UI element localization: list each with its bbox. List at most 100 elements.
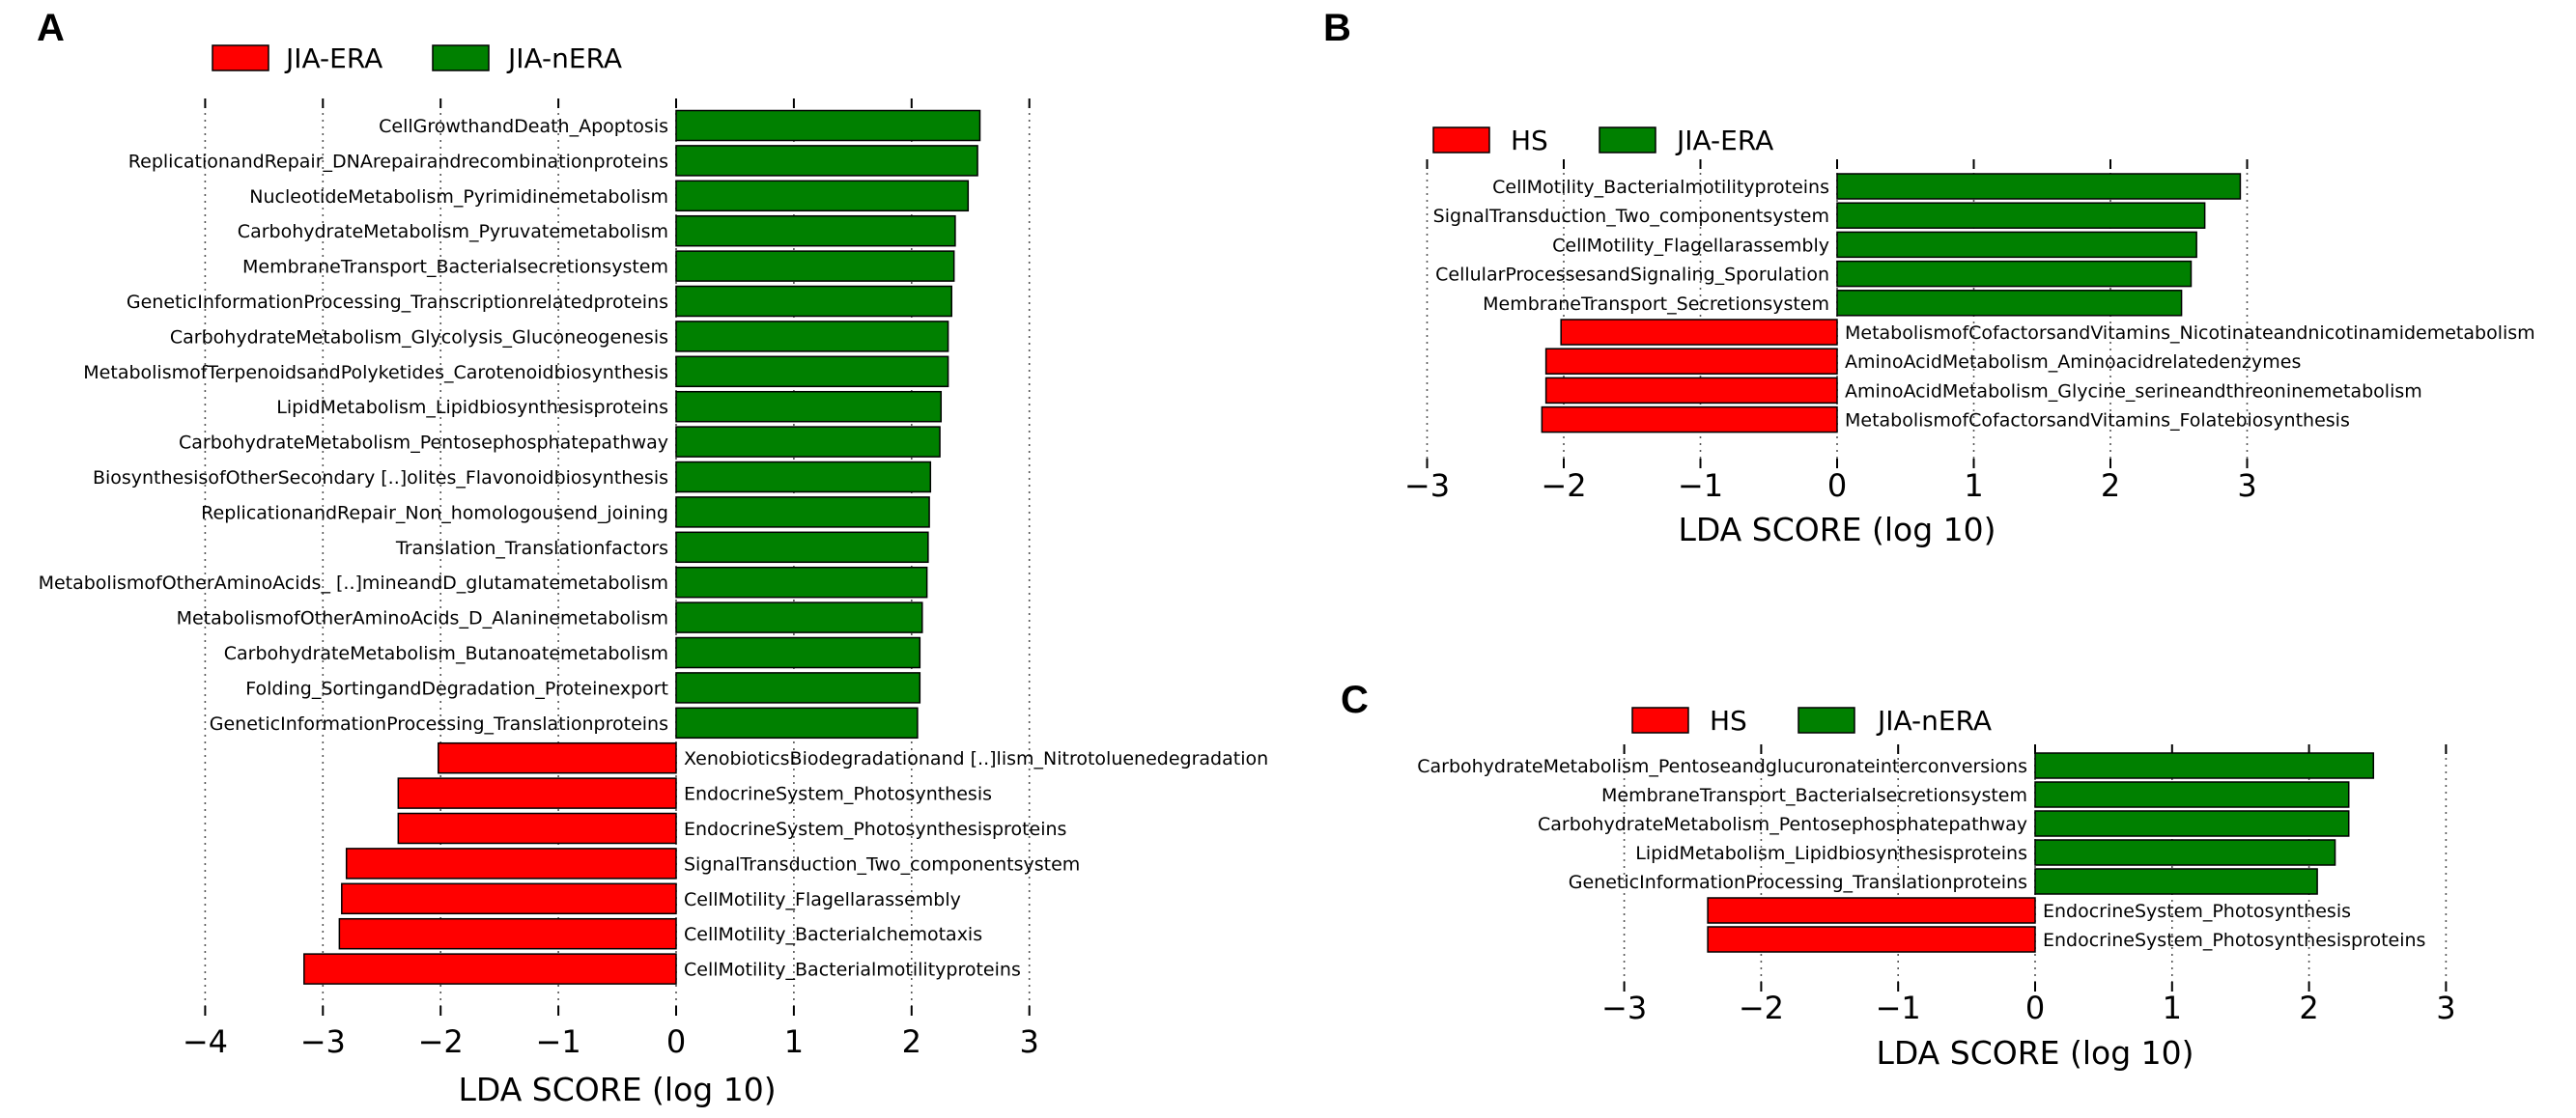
- panel-a-bar: [438, 741, 677, 774]
- panel-c-legend-swatch: [1798, 707, 1855, 734]
- panel-a-bar-label: XenobioticsBiodegradationand [..]lism_Ni…: [684, 748, 1268, 769]
- panel-b-tick-label: 2: [2101, 467, 2120, 504]
- panel-c-bar: [2034, 839, 2336, 866]
- panel-b-x-axis-title: LDA SCORE (log 10): [1678, 511, 1996, 548]
- panel-a-bar-label: CarbohydrateMetabolism_Pyruvatemetabolis…: [238, 221, 668, 242]
- panel-c-bar-label: CarbohydrateMetabolism_Pentosephosphatep…: [1538, 814, 2027, 835]
- panel-b-bar-label: SignalTransduction_Two_componentsystem: [1433, 206, 1829, 227]
- panel-a-bar: [675, 496, 930, 528]
- panel-b-tick-label: −1: [1678, 467, 1723, 504]
- panel-a-bar: [675, 390, 943, 423]
- panel-c-tick-label: −1: [1876, 990, 1921, 1026]
- panel-b-bar-label: CellMotility_Bacterialmotilityproteins: [1492, 177, 1829, 198]
- panel-a-bar: [338, 917, 677, 950]
- panel-a-bar: [397, 777, 677, 809]
- panel-c-bar: [2034, 781, 2350, 808]
- panel-b-bar-label: MetabolismofCofactorsandVitamins_Nicotin…: [1845, 322, 2535, 344]
- panel-c-legend-label: JIA-nERA: [1876, 705, 1992, 737]
- panel-b-bar: [1836, 290, 2183, 317]
- panel-b-chart: B CellMotility_Bacterialmotilityproteins…: [1323, 7, 2535, 548]
- panel-a-bar: [675, 214, 956, 247]
- panel-a-bar-label: NucleotideMetabolism_Pyrimidinemetabolis…: [249, 186, 668, 208]
- panel-a-bar-label: CarbohydrateMetabolism_Glycolysis_Glucon…: [170, 326, 668, 348]
- panel-c-tick-label: 3: [2436, 990, 2455, 1026]
- panel-b-bar: [1836, 202, 2206, 229]
- panel-a-bar-label: CellMotility_Bacterialmotilityproteins: [684, 960, 1021, 981]
- panel-c-tick-label: −2: [1739, 990, 1784, 1026]
- panel-c-bar: [2034, 868, 2318, 895]
- panel-b-bar: [1541, 405, 1838, 433]
- panel-c-tick-label: 2: [2299, 990, 2318, 1026]
- panel-a-bar: [303, 953, 677, 985]
- panel-a-bar: [675, 566, 928, 599]
- panel-a-bar-label: GeneticInformationProcessing_Transcripti…: [127, 292, 668, 313]
- panel-b-legend-label: HS: [1511, 125, 1548, 156]
- panel-b-bar: [1544, 377, 1838, 405]
- panel-b-tick-label: 1: [1964, 467, 1983, 504]
- panel-a-bar: [675, 250, 955, 282]
- panel-a-tick-label: 0: [666, 1023, 686, 1060]
- panel-a-bar-label: ReplicationandRepair_Non_homologousend_j…: [201, 502, 668, 523]
- panel-c-bar: [1707, 897, 2036, 924]
- panel-a-bar-label: GeneticInformationProcessing_Translation…: [210, 713, 668, 735]
- panel-c-bar-label: CarbohydrateMetabolism_Pentoseandglucuro…: [1417, 756, 2027, 777]
- panel-a-bar-label: CellMotility_Flagellarassembly: [684, 889, 961, 910]
- panel-a-bar-label: SignalTransduction_Two_componentsystem: [684, 853, 1080, 875]
- panel-b-legend-swatch: [1599, 126, 1656, 154]
- panel-a-tick-label: −3: [300, 1023, 346, 1060]
- panel-b-bar: [1544, 348, 1838, 375]
- panel-a-bar-label: CarbohydrateMetabolism_Pentosephosphatep…: [179, 433, 668, 454]
- panel-a-chart: A CellGrowthandDeath_Apoptosis Replicatio…: [37, 7, 1268, 1108]
- panel-a-tick-label: 3: [1020, 1023, 1039, 1060]
- panel-a-bar: [675, 672, 921, 704]
- panel-a-tick-label: −2: [418, 1023, 464, 1060]
- panel-b-tick-label: 0: [1827, 467, 1847, 504]
- panel-a-legend-swatch: [212, 44, 269, 71]
- panel-a-bar: [675, 285, 952, 318]
- panel-a-bar: [675, 426, 941, 458]
- panel-c-bar: [2034, 810, 2350, 837]
- panel-a-bar-label: Translation_Translationfactors: [395, 538, 668, 559]
- panel-b-letter: B: [1323, 7, 1351, 49]
- panel-a-bar: [397, 812, 677, 845]
- panel-a-bar: [675, 355, 949, 388]
- panel-b-tick-label: −2: [1541, 467, 1586, 504]
- panel-a-legend-swatch: [432, 44, 490, 71]
- panel-a-tick-label: 1: [784, 1023, 804, 1060]
- panel-a-bar-label: EndocrineSystem_Photosynthesis: [684, 784, 992, 805]
- panel-a-bar: [675, 636, 921, 669]
- panel-a-bar-label: CarbohydrateMetabolism_Butanoatemetaboli…: [224, 643, 668, 664]
- panel-c-bar-label: EndocrineSystem_Photosynthesis: [2043, 901, 2351, 922]
- panel-a-bar: [675, 180, 970, 212]
- panel-b-bar: [1836, 173, 2242, 200]
- panel-c-x-axis-title: LDA SCORE (log 10): [1876, 1034, 2194, 1072]
- panel-c-chart: C CarbohydrateMetabolism_Pentoseandglucu…: [1341, 679, 2456, 1072]
- panel-a-legend-label: JIA-ERA: [284, 42, 382, 74]
- panel-b-bar-label: MembraneTransport_Secretionsystem: [1483, 293, 1829, 315]
- panel-c-bar: [1707, 926, 2036, 953]
- panel-b-bar-label: CellularProcessesandSignaling_Sporulatio…: [1435, 265, 1829, 286]
- panel-c-tick-label: 1: [2163, 990, 2182, 1026]
- panel-c-bar-label: EndocrineSystem_Photosynthesisproteins: [2043, 930, 2425, 951]
- panel-c-bar-label: GeneticInformationProcessing_Translation…: [1569, 872, 2027, 893]
- panel-a-bar-label: MetabolismofOtherAminoAcids_D_Alaninemet…: [177, 608, 668, 629]
- panel-a-tick-label: 2: [902, 1023, 921, 1060]
- panel-a-bar: [675, 531, 929, 564]
- panel-a-bar: [675, 321, 949, 352]
- panel-a-bar: [675, 707, 919, 740]
- panel-a-legend-label: JIA-nERA: [506, 42, 622, 74]
- panel-b-bar-label: MetabolismofCofactorsandVitamins_Folateb…: [1845, 410, 2350, 432]
- panel-c-letter: C: [1341, 679, 1369, 721]
- panel-b-bar: [1560, 319, 1838, 346]
- panel-a-bar: [675, 145, 978, 177]
- panel-a-bar-label: BiosynthesisofOtherSecondary [..]olites_…: [93, 467, 668, 489]
- panel-a-bar: [345, 848, 677, 880]
- panel-a-bar-label: ReplicationandRepair_DNArepairandrecombi…: [128, 151, 668, 172]
- panel-c-bar-label: LipidMetabolism_Lipidbiosynthesisprotein…: [1635, 843, 2027, 864]
- panel-a-bar: [675, 461, 932, 493]
- panel-c-legend-label: HS: [1710, 705, 1747, 737]
- panel-b-tick-label: −3: [1404, 467, 1450, 504]
- panel-a-tick-label: −1: [536, 1023, 581, 1060]
- panel-b-tick-label: 3: [2237, 467, 2256, 504]
